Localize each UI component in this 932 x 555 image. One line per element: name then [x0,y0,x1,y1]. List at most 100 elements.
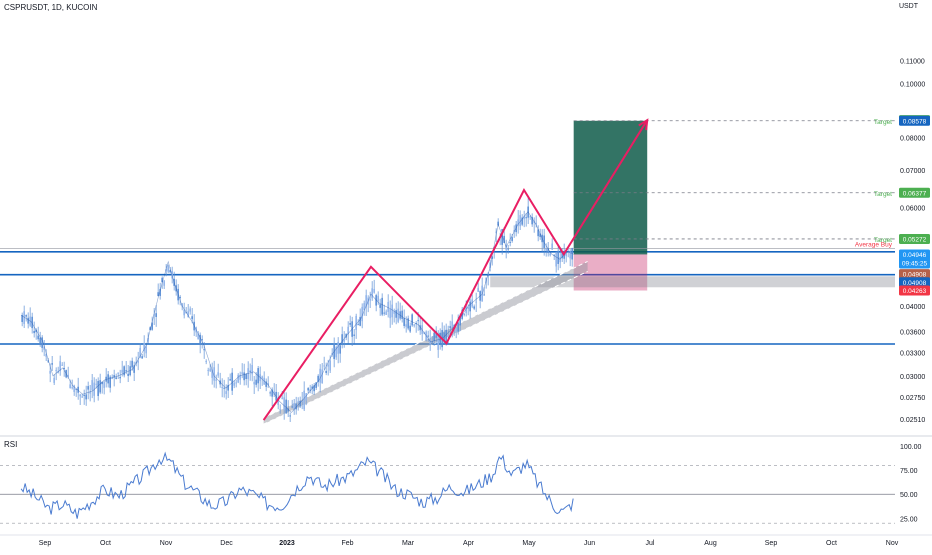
rsi-line[interactable] [20,451,574,519]
price-candle-body [357,324,359,326]
price-candle-body [253,382,255,385]
price-candle-body [81,396,83,398]
price-candle-body [383,312,385,314]
price-candle-body [181,303,183,307]
price-candle-body [385,311,387,315]
price-candle-body [543,235,545,248]
price-candle-body [417,320,419,322]
zigzag-pattern-line[interactable] [262,119,649,421]
price-candle-body [37,335,39,340]
price-candle-body [111,377,113,379]
price-tag [899,249,930,269]
price-candle-body [267,383,269,385]
price-candle-body [203,349,205,351]
price-candle-body [205,361,207,363]
price-candle-body [303,390,305,410]
price-candle-body [199,334,201,344]
price-candle-body [553,254,555,256]
time-axis-tick-label: Nov [886,540,899,547]
price-candle-body [225,391,227,394]
price-candle-body [61,364,63,366]
price-candle-body [97,380,99,397]
price-candle-body [327,364,329,367]
position-profit-zone[interactable] [573,120,648,255]
price-candle-body [143,342,145,352]
price-candle-body [113,375,115,378]
price-candle-body [397,308,399,322]
price-candle-body [539,233,541,238]
price-candle-body [475,301,477,303]
price-candle-body [557,250,559,264]
price-candle-body [335,346,337,358]
price-candle-body [517,219,519,226]
price-candle-body [95,383,97,385]
price-candle-body [189,308,191,312]
symbol-title[interactable]: CSPRUSDT, 1D, KUCOIN [4,3,98,12]
price-candle-body [261,376,263,379]
price-candle-body [277,398,279,405]
price-candle-body [179,297,181,299]
price-tag [899,269,930,280]
price-candle-body [569,251,571,259]
price-candle-body [77,386,79,393]
price-candle-body [501,229,503,245]
trendline-channel[interactable] [263,261,588,425]
price-tag-label: 0.04263 [903,288,927,295]
price-candle-body [75,388,77,390]
price-candle-body [39,337,41,343]
price-candle-body [399,311,401,319]
price-candle-body [513,230,515,232]
price-candle-body [339,345,341,354]
price-candle-body [67,374,69,378]
price-candle-body [381,297,383,315]
price-candle-body [321,369,323,384]
price-candle-body [157,292,159,297]
price-candle-body [235,382,237,384]
price-candle-body [407,318,409,329]
price-candle-body [35,329,37,333]
target-label: Target [874,237,892,244]
time-axis-tick-label: Sep [765,540,778,547]
price-candle-body [457,322,459,332]
price-axis-tick-label: 0.06000 [900,206,925,213]
price-candle-body [319,368,321,383]
price-candle-body [371,288,373,299]
price-candle-body [83,394,85,396]
position-loss-zone[interactable] [573,254,648,291]
price-tag-label: 0.04908 [903,280,927,287]
time-axis-tick-label: Sep [39,540,52,547]
price-candle-body [73,385,75,392]
price-candle-body [43,346,45,350]
price-candle-body [127,373,129,376]
price-candle-body [427,335,429,337]
price-candle-body [403,318,405,326]
price-candle-body [251,365,253,375]
price-candle-body [45,354,47,357]
price-candle-body [139,347,141,358]
price-candle-body [31,316,33,329]
rsi-axis-tick-label: 75.00 [900,468,918,475]
price-candle-body [255,379,257,385]
price-tag-label: 0.06377 [903,190,927,197]
price-candle-body [361,306,363,322]
price-candle-body [241,372,243,375]
price-candle-body [487,273,489,277]
rsi-axis-tick-label: 100.00 [900,444,922,451]
price-axis-tick-label: 0.10000 [900,82,925,89]
price-candle-body [309,389,311,391]
price-candle-body [413,324,415,326]
rsi-indicator-label[interactable]: RSI [4,440,18,449]
time-axis-tick-label: Aug [704,540,717,547]
price-candle-body [447,335,449,337]
price-candle-body [549,253,551,256]
price-candle-body [55,369,57,371]
time-axis-tick-label: Oct [100,540,111,547]
price-candle-body [245,374,247,380]
target-label: Target [874,191,892,198]
price-candle-body [103,382,105,388]
price-candle-body [213,367,215,381]
price-series-line[interactable] [20,211,574,413]
price-candle-body [489,262,491,269]
